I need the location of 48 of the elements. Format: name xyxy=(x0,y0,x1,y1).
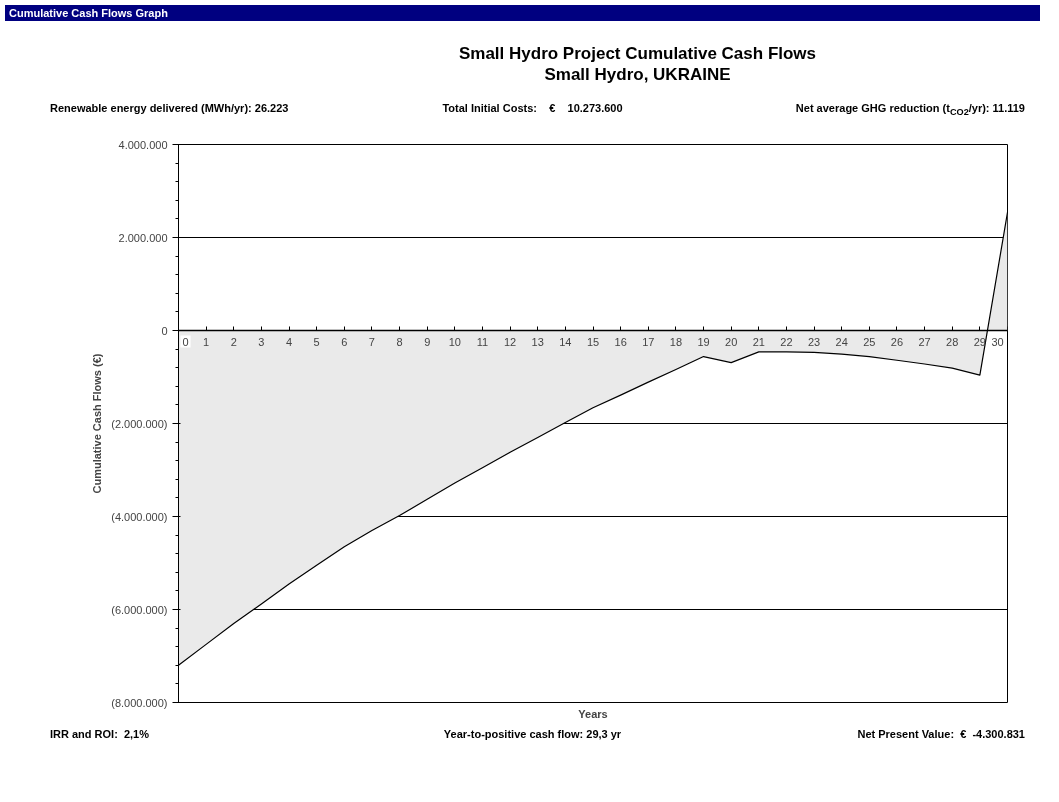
x-tick-label: 11 xyxy=(476,335,489,348)
x-tick-label: 0 xyxy=(182,335,189,348)
y-tick-label: (8.000.000) xyxy=(111,696,168,709)
x-tick-label: 27 xyxy=(918,335,931,348)
text: Year-to-positive cash flow: 29,3 yr xyxy=(443,727,622,742)
y-tick-label: (2.000.000) xyxy=(111,417,168,430)
x-tick-label: 16 xyxy=(614,335,627,348)
x-tick-label: 14 xyxy=(559,335,572,348)
text: Net Present Value: € -4.300.831 xyxy=(857,727,1025,742)
text: Net average GHG reduction (t$_{CO2}$/yr): 11.119 xyxy=(795,101,1025,120)
x-tick-label: 7 xyxy=(368,335,375,348)
chart-title: Small Hydro Project Cumulative Cash Flows xyxy=(458,44,817,63)
y-tick-label: 0 xyxy=(161,324,168,337)
x-tick-label: 25 xyxy=(863,335,876,348)
x-tick-label: 30 xyxy=(991,335,1004,348)
x-tick-label: 22 xyxy=(780,335,793,348)
x-axis-title: Years xyxy=(578,707,608,720)
y-tick-label: 2.000.000 xyxy=(118,231,168,244)
x-tick-label: 17 xyxy=(642,335,655,348)
x-tick-label: 19 xyxy=(697,335,710,348)
x-tick-label: 12 xyxy=(503,335,517,348)
y-tick-label: 4.000.000 xyxy=(118,138,168,151)
x-tick-label: 10 xyxy=(448,335,461,348)
x-tick-label: 6 xyxy=(341,335,348,348)
x-tick-label: 1 xyxy=(203,335,210,348)
x-tick-label: 2 xyxy=(230,335,237,348)
x-tick-label: 28 xyxy=(946,335,959,348)
x-tick-label: 24 xyxy=(835,335,848,348)
text: Cumulative Cash Flows Graph xyxy=(9,6,168,21)
y-tick-label: (4.000.000) xyxy=(111,510,168,523)
x-tick-label: 21 xyxy=(752,335,765,348)
text: Renewable energy delivered (MWh/yr): 26.223 xyxy=(50,101,289,116)
y-tick-label: (6.000.000) xyxy=(111,603,168,616)
text: IRR and ROI: 2,1% xyxy=(50,727,150,742)
x-tick-label: 23 xyxy=(807,335,821,348)
x-tick-label: 20 xyxy=(725,335,738,348)
x-tick-label: 5 xyxy=(313,335,320,348)
x-tick-label: 8 xyxy=(396,335,403,348)
x-tick-label: 15 xyxy=(586,335,600,348)
x-tick-label: 9 xyxy=(424,335,431,348)
x-tick-label: 18 xyxy=(669,335,683,348)
y-axis-title: Cumulative Cash Flows (€) xyxy=(91,353,104,494)
chart-subtitle: Small Hydro, UKRAINE xyxy=(544,65,731,84)
x-tick-label: 3 xyxy=(258,335,265,348)
x-tick-label: 13 xyxy=(531,335,544,348)
x-tick-label: 4 xyxy=(285,335,293,348)
text: Total Initial Costs: € 10.273.600 xyxy=(442,101,623,116)
x-tick-label: 26 xyxy=(890,335,904,348)
